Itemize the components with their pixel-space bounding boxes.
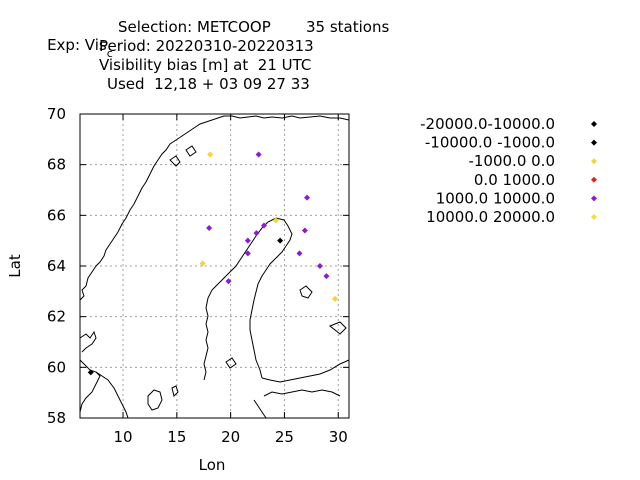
- legend-marker: [591, 121, 597, 127]
- data-point: [244, 250, 251, 257]
- data-point: [304, 194, 311, 201]
- x-tick-label: 10: [113, 428, 132, 446]
- data-point: [253, 230, 260, 237]
- data-point: [244, 237, 251, 244]
- grid: [80, 114, 349, 418]
- legend-label: 1000.0 10000.0: [436, 189, 555, 207]
- legend-label: 10000.0 20000.0: [426, 208, 555, 226]
- y-tick-label: 58: [47, 409, 66, 427]
- data-point: [207, 151, 214, 158]
- y-tick-label: 62: [47, 308, 66, 326]
- coastline-map: [79, 115, 350, 419]
- y-tick-label: 60: [47, 358, 66, 376]
- data-point: [255, 151, 262, 158]
- y-tick-label: 70: [47, 105, 66, 123]
- legend-marker: [591, 139, 597, 146]
- legend-marker: [591, 195, 597, 202]
- y-axis-label: Lat: [6, 254, 24, 278]
- legend-label: -10000.0 -1000.0: [425, 134, 555, 152]
- experiment-subscript: c: [106, 47, 113, 60]
- legend-label: 0.0 1000.0: [474, 171, 555, 189]
- legend-marker: [591, 158, 597, 165]
- y-tick-label: 68: [47, 156, 66, 174]
- variable-label: Visibility bias [m] at 21 UTC: [99, 56, 312, 74]
- legend-marker: [591, 176, 597, 183]
- data-point: [301, 227, 308, 234]
- data-point: [87, 369, 94, 376]
- axis-ticks: 10 15 20 25 30 58 60 62 64 66 68 70: [47, 105, 349, 446]
- data-point: [199, 260, 206, 267]
- x-tick-label: 25: [275, 428, 294, 446]
- x-tick-label: 15: [167, 428, 186, 446]
- x-axis-label: Lon: [199, 456, 226, 474]
- x-tick-label: 20: [221, 428, 240, 446]
- legend-marker: [591, 214, 597, 220]
- data-point: [272, 217, 279, 224]
- used-label: Used 12,18 + 03 09 27 33: [107, 75, 310, 93]
- title-line-1: Exp: Visc Selection: METCOOP 35 stations: [28, 18, 389, 114]
- data-point: [323, 273, 330, 280]
- y-tick-label: 64: [47, 257, 66, 275]
- legend-label: -20000.0-10000.0: [420, 115, 555, 133]
- legend-label: -1000.0 0.0: [468, 152, 555, 170]
- data-point: [277, 237, 284, 244]
- selection-label: Selection: METCOOP: [118, 18, 271, 36]
- data-point: [332, 295, 339, 302]
- data-point: [296, 250, 303, 257]
- y-tick-label: 66: [47, 206, 66, 224]
- x-tick-label: 30: [329, 428, 348, 446]
- period-label: Period: 20220310-20220313: [99, 37, 314, 55]
- data-point: [260, 222, 267, 229]
- station-count: 35 stations: [306, 18, 390, 36]
- data-point: [206, 225, 213, 231]
- data-point: [225, 278, 232, 285]
- legend: -20000.0-10000.0-10000.0 -1000.0-1000.0 …: [420, 115, 597, 226]
- data-points: [87, 151, 339, 376]
- data-point: [316, 263, 323, 269]
- experiment-label: Exp: Vis: [47, 36, 107, 54]
